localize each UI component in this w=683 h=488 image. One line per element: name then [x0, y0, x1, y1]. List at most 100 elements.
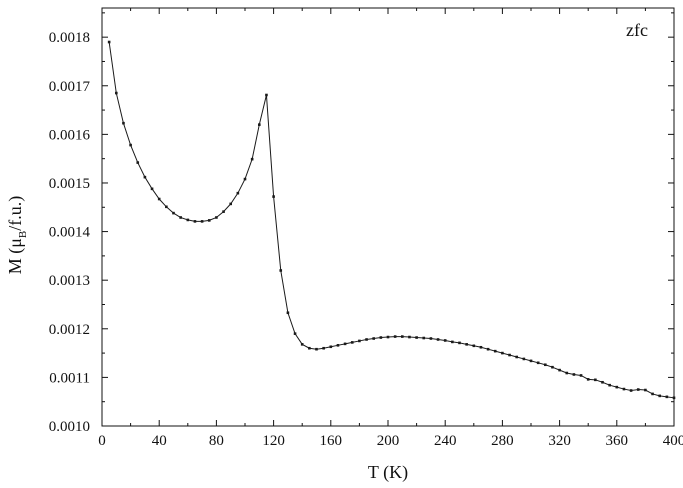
data-point — [636, 388, 640, 391]
data-point — [558, 368, 561, 372]
data-point — [551, 365, 554, 369]
data-point — [165, 205, 168, 209]
data-point — [300, 343, 304, 346]
data-point — [315, 347, 318, 351]
y-axis — [102, 12, 674, 427]
data-point — [658, 394, 661, 398]
data-point — [451, 340, 454, 344]
data-point — [136, 161, 140, 164]
data-point — [422, 336, 426, 340]
data-point — [308, 346, 311, 350]
x-tick-label: 280 — [491, 433, 514, 449]
data-points — [107, 40, 676, 400]
y-tick-label: 0.0015 — [49, 176, 90, 192]
data-point — [436, 338, 440, 341]
data-point — [129, 143, 132, 147]
data-point — [665, 395, 669, 399]
y-axis-title: M (μB/f.u.) — [5, 196, 29, 275]
data-point — [622, 387, 626, 391]
data-point — [122, 121, 125, 125]
data-point — [236, 191, 240, 195]
y-tick-label: 0.0018 — [49, 30, 90, 46]
data-point — [544, 363, 547, 367]
data-point — [565, 371, 569, 375]
data-point — [200, 220, 204, 223]
x-tick-label: 200 — [377, 433, 400, 449]
y-tick-label: 0.0013 — [49, 273, 90, 289]
data-point — [172, 211, 175, 215]
data-point — [286, 311, 290, 315]
data-point — [157, 197, 161, 201]
data-point — [644, 388, 647, 392]
data-point — [229, 202, 232, 206]
data-point — [365, 338, 368, 341]
data-point — [608, 383, 611, 387]
data-point — [343, 342, 347, 346]
y-axis-title-suffix: /f.u.) — [5, 196, 26, 231]
data-point — [672, 396, 676, 400]
data-point — [250, 157, 254, 161]
x-tick-label: 80 — [209, 433, 224, 449]
data-point — [615, 385, 619, 389]
data-point — [458, 341, 461, 345]
data-point — [501, 351, 504, 355]
data-point — [293, 332, 297, 335]
data-point — [586, 378, 590, 381]
data-point — [472, 344, 476, 348]
data-point — [443, 339, 447, 342]
data-point — [258, 123, 261, 126]
data-point — [522, 357, 526, 361]
x-tick-labels: 0 40 80 120 160 200 240 280 320 360 400 — [98, 433, 683, 449]
data-point — [415, 336, 418, 339]
data-point — [401, 335, 404, 338]
data-point — [629, 389, 633, 392]
data-point — [651, 392, 654, 396]
data-point — [186, 218, 190, 222]
data-point — [150, 187, 154, 191]
data-point — [529, 359, 533, 363]
x-tick-label: 160 — [320, 433, 343, 449]
zfc-annotation: zfc — [626, 20, 648, 40]
data-point — [279, 269, 283, 272]
data-point — [207, 219, 211, 222]
x-tick-label: 240 — [434, 433, 457, 449]
data-point — [222, 210, 225, 213]
x-tick-label: 400 — [663, 433, 683, 449]
data-point — [572, 373, 576, 376]
data-point — [179, 216, 182, 219]
y-tick-label: 0.0012 — [49, 322, 90, 338]
data-point — [429, 337, 433, 340]
data-point — [193, 220, 197, 223]
series-line — [108, 41, 675, 399]
x-axis-title: T (K) — [368, 462, 408, 483]
data-point — [386, 335, 390, 339]
x-tick-label: 320 — [548, 433, 571, 449]
y-tick-label: 0.0016 — [49, 127, 91, 143]
x-tick-label: 360 — [606, 433, 629, 449]
data-point — [329, 345, 333, 349]
data-point — [358, 339, 361, 343]
y-tick-label: 0.0014 — [49, 225, 91, 241]
data-point — [536, 361, 540, 365]
data-point — [465, 343, 468, 346]
data-point — [601, 380, 604, 384]
y-axis-title-sub: B — [17, 231, 29, 238]
data-point — [393, 335, 397, 338]
y-tick-labels: 0.0010 0.0011 0.0012 0.0013 0.0014 0.0015 0.00… — [49, 30, 91, 435]
data-point — [322, 346, 325, 350]
data-point — [493, 349, 497, 353]
data-point — [115, 91, 118, 95]
data-point — [350, 341, 354, 344]
data-point — [272, 195, 275, 198]
data-point — [508, 353, 511, 357]
data-point — [215, 216, 218, 219]
y-axis-title-prefix: M ( — [5, 248, 26, 275]
data-point — [594, 378, 597, 382]
data-point — [336, 344, 340, 347]
data-point — [408, 335, 411, 339]
data-point — [479, 345, 483, 349]
data-point — [107, 40, 111, 44]
x-tick-label: 0 — [98, 433, 106, 449]
y-tick-label: 0.0010 — [49, 419, 90, 435]
